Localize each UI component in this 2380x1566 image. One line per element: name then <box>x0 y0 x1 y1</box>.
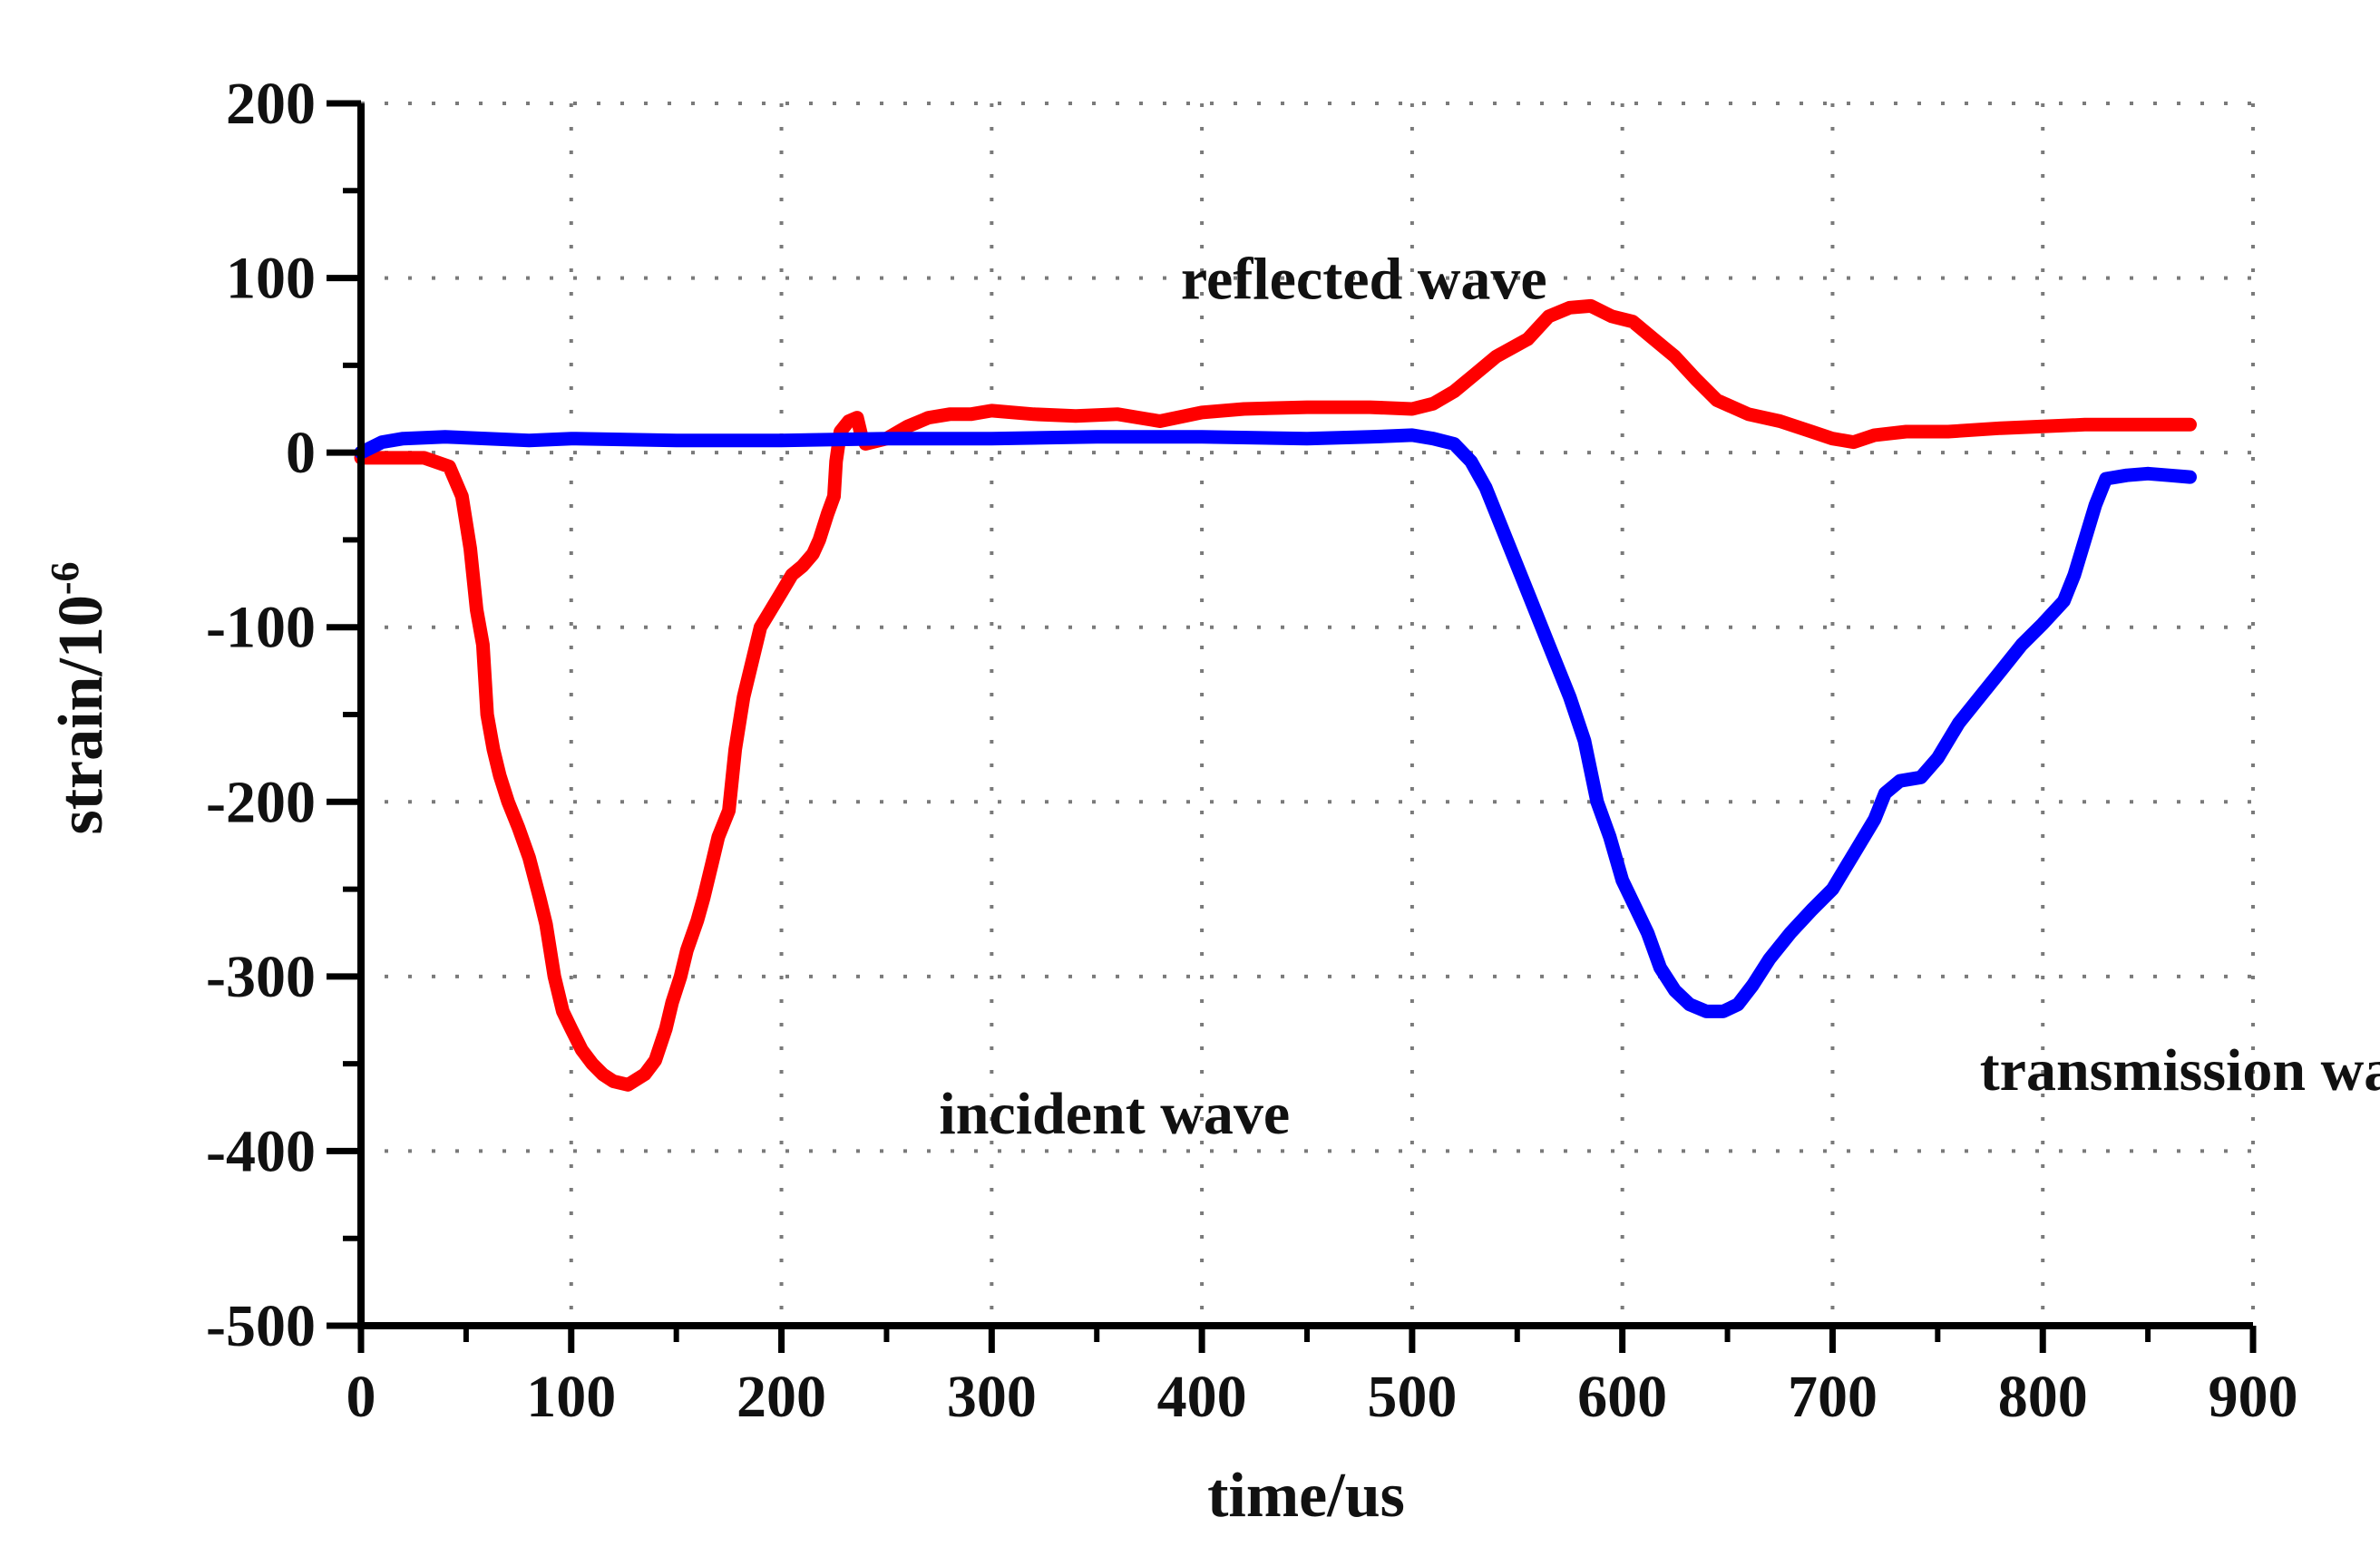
y-tick-label: -100 <box>206 595 316 661</box>
y-tick-label: 200 <box>226 71 316 137</box>
y-tick-label: -500 <box>206 1293 316 1359</box>
y-tick-label: -400 <box>206 1118 316 1184</box>
series-line-1 <box>354 428 2197 1018</box>
annotation-label: incident wave <box>939 1081 1290 1147</box>
x-axis-title: time/us <box>1207 1461 1405 1531</box>
annotation-label: transmission wave <box>1980 1037 2380 1104</box>
x-tick-label: 700 <box>1788 1364 1878 1430</box>
x-tick-label: 300 <box>947 1364 1037 1430</box>
x-tick-label: 500 <box>1367 1364 1457 1430</box>
y-tick-label: 100 <box>226 246 316 312</box>
x-tick-label: 800 <box>1998 1364 2088 1430</box>
x-tick-label: 0 <box>346 1364 376 1430</box>
series-line-0 <box>354 298 2197 1092</box>
y-tick-label: 0 <box>286 420 316 486</box>
x-tick-label: 900 <box>2209 1364 2298 1430</box>
annotation-label: reflected wave <box>1181 247 1547 313</box>
x-tick-label: 600 <box>1577 1364 1667 1430</box>
tick-labels: -500 -400 -300 -200 -100 0 100 200 0 100 200 300 400… <box>206 71 2297 1430</box>
annotations: reflected wave incident wave transmission … <box>939 247 2380 1147</box>
x-tick-label: 400 <box>1157 1364 1247 1430</box>
series-group <box>354 298 2197 1092</box>
y-tick-label: -200 <box>206 769 316 835</box>
x-tick-label: 100 <box>526 1364 616 1430</box>
grid <box>361 102 2255 1326</box>
y-axis-title: strain/10-6 <box>43 561 116 834</box>
y-axis-title-superscript: -6 <box>43 561 87 595</box>
x-tick-label: 200 <box>736 1364 826 1430</box>
y-axis-title-base: strain/10 <box>46 595 116 834</box>
ticks <box>327 100 2257 1353</box>
y-tick-label: -300 <box>206 944 316 1010</box>
